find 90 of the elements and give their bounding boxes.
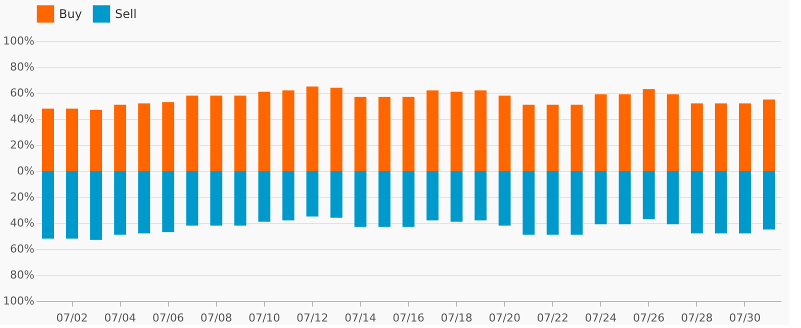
bar: [738, 171, 751, 234]
bar: [546, 171, 559, 235]
bar: [642, 171, 655, 220]
bar: [66, 171, 78, 239]
bar: [42, 108, 54, 171]
x-tick-label: 07/24: [584, 312, 617, 324]
y-tick-label: 40%: [10, 112, 34, 126]
y-tick-label: 60%: [10, 242, 34, 256]
bar: [234, 96, 246, 171]
bar: [66, 108, 78, 171]
bar: [618, 94, 631, 171]
bar: [426, 90, 439, 171]
bar: [378, 171, 390, 227]
bar: [714, 171, 727, 234]
y-tick-label: 100%: [3, 34, 34, 48]
bar: [354, 96, 366, 171]
bar: [354, 171, 366, 227]
bar: [450, 171, 463, 222]
bar: [594, 94, 607, 171]
bar: [402, 96, 414, 171]
bar: [306, 171, 318, 216]
bar: [522, 171, 535, 235]
x-tick-label: 07/18: [440, 312, 472, 324]
bar: [186, 171, 198, 226]
bar: [114, 104, 126, 171]
bar: [690, 171, 703, 234]
x-tick-label: 07/28: [681, 312, 713, 324]
x-tick-label: 07/02: [56, 312, 88, 324]
bar: [162, 171, 174, 232]
x-tick-label: 07/22: [536, 312, 569, 324]
bar: [666, 94, 679, 171]
bar: [186, 96, 198, 171]
bar: [474, 90, 487, 171]
bar: [114, 171, 126, 235]
x-tick-label: 07/10: [248, 312, 280, 324]
y-tick-label: 100%: [3, 294, 34, 308]
y-tick-label: 60%: [10, 86, 34, 100]
bar: [90, 171, 102, 240]
bar: [306, 86, 318, 171]
y-tick-label: 40%: [10, 216, 34, 230]
bar: [714, 103, 727, 171]
bar: [282, 90, 294, 171]
bar: [570, 171, 583, 235]
bar: [258, 92, 270, 171]
bar: [762, 100, 775, 171]
bar: [138, 103, 150, 171]
x-tick-label: 07/04: [104, 312, 136, 324]
bar: [210, 171, 222, 226]
x-tick-label: 07/14: [344, 312, 376, 324]
bar: [90, 110, 102, 171]
bar: [450, 92, 463, 171]
bar: [138, 171, 150, 234]
x-tick-label: 07/20: [488, 312, 520, 324]
legend-label: Sell: [115, 6, 137, 21]
bar: [258, 171, 270, 222]
x-tick-label: 07/12: [296, 312, 328, 324]
y-tick-label: 80%: [10, 268, 34, 282]
y-tick-label: 0%: [17, 164, 34, 178]
bar: [474, 171, 487, 220]
bar: [690, 103, 703, 171]
bar: [666, 171, 679, 224]
bar: [378, 96, 390, 171]
bar: [162, 102, 174, 171]
x-tick-label: 07/30: [729, 312, 761, 324]
x-tick-label: 07/16: [392, 312, 424, 324]
bar: [522, 104, 535, 171]
legend-label: Buy: [59, 6, 82, 21]
bar: [498, 96, 511, 171]
bar: [426, 171, 439, 220]
bar: [234, 171, 246, 226]
x-tick-label: 07/26: [632, 312, 665, 324]
bar: [42, 171, 54, 239]
bar: [546, 104, 559, 171]
x-tick-label: 07/06: [152, 312, 184, 324]
bar: [618, 171, 631, 224]
bar: [498, 171, 511, 226]
bar: [594, 171, 607, 224]
bar: [282, 171, 294, 220]
bar: [330, 88, 342, 171]
bar: [402, 171, 414, 227]
bar: [738, 103, 751, 171]
bar: [762, 171, 775, 230]
y-tick-label: 20%: [10, 190, 34, 204]
y-tick-label: 20%: [10, 138, 34, 152]
bar: [210, 96, 222, 171]
y-tick-label: 80%: [10, 60, 34, 74]
bar: [330, 171, 342, 218]
x-tick-label: 07/08: [200, 312, 232, 324]
bar: [570, 104, 583, 171]
bar: [642, 89, 655, 171]
